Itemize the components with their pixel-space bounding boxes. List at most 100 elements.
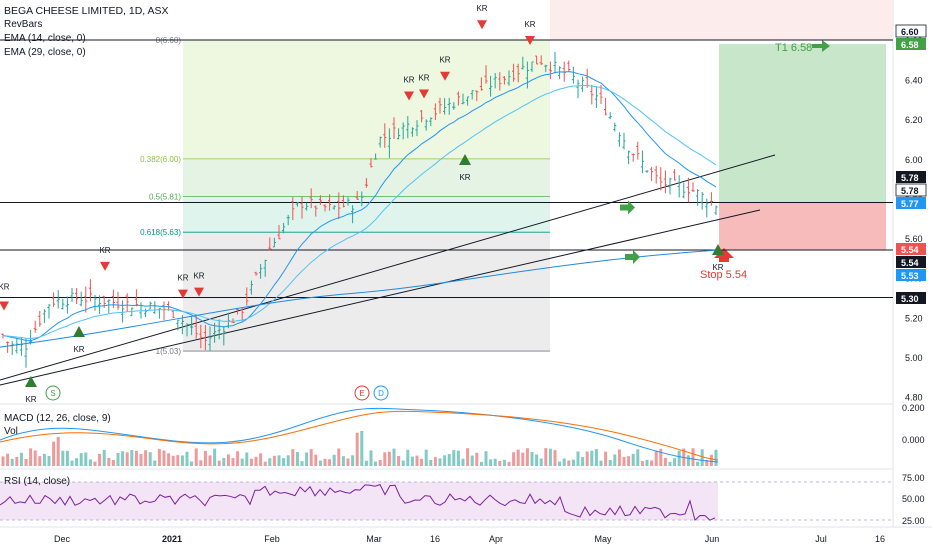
rsi-band: [0, 482, 718, 520]
volume-bar: [208, 455, 212, 466]
sell-marker: [178, 289, 188, 299]
rsi-line: [0, 483, 716, 522]
volume-bar: [88, 459, 92, 466]
volume-bar: [176, 455, 180, 466]
volume-bar: [93, 461, 97, 466]
volume-bar: [535, 454, 539, 466]
fib-zone: [183, 196, 550, 233]
volume-bar: [107, 457, 111, 466]
event-badge: [354, 385, 370, 401]
volume-bar: [521, 452, 525, 466]
volume-bar: [337, 448, 341, 466]
macd-axis-label: 0.200: [902, 403, 925, 413]
volume-bar: [673, 458, 677, 466]
time-tick-label: Apr: [489, 534, 503, 544]
event-badge-label: E: [359, 389, 364, 398]
volume-bar: [295, 452, 299, 466]
volume-bar: [148, 452, 152, 466]
fib-level-label: 1(5.03): [156, 347, 182, 356]
volume-bar: [52, 441, 56, 466]
volume-bar: [576, 451, 580, 466]
chart-legend: BEGA CHEESE LIMITED, 1D, ASX RevBars EMA…: [4, 4, 169, 60]
volume-bar: [691, 448, 695, 466]
volume-bar: [38, 456, 42, 466]
volume-bar: [397, 455, 401, 466]
sell-marker-label: KR: [524, 20, 535, 29]
volume-bar: [309, 449, 313, 466]
price-tag-label: 5.78: [901, 186, 919, 196]
volume-bar: [323, 458, 327, 466]
volume-bar: [452, 450, 456, 466]
ema-14-line: [2, 71, 717, 342]
volume-bar: [263, 461, 267, 466]
volume-bar: [429, 460, 433, 466]
volume-bar: [65, 450, 69, 466]
sell-marker-label: KR: [0, 283, 10, 292]
volume-bar: [585, 451, 589, 466]
volume-bar: [291, 449, 295, 466]
volume-bar: [489, 459, 493, 466]
price-tag-bg: [895, 183, 927, 197]
price-tag-bg: [896, 38, 926, 50]
volume-bar: [700, 449, 704, 466]
volume-bar: [622, 456, 626, 466]
event-badge: [45, 385, 61, 401]
volume-bar: [424, 449, 428, 466]
volume-bar: [226, 454, 230, 466]
volume-bar: [341, 456, 345, 466]
volume-bar: [162, 450, 166, 466]
volume-bar: [139, 454, 143, 466]
volume-bar: [351, 455, 355, 466]
buy-marker-label: KR: [712, 263, 723, 272]
volume-bar: [346, 458, 350, 466]
volume-bar: [360, 430, 364, 466]
target-arrow: [812, 39, 830, 52]
event-badge: [373, 385, 389, 401]
volume-bar: [286, 455, 290, 466]
volume-bar: [314, 454, 318, 466]
sell-marker: [477, 20, 487, 30]
volume-bar: [116, 453, 120, 466]
price-tag-label: 6.58: [901, 40, 919, 50]
price-tag-label: 5.30: [901, 294, 919, 304]
time-tick-label: 2021: [162, 534, 182, 544]
volume-bar: [567, 460, 571, 466]
volume-bar: [604, 451, 608, 466]
volume-bar: [1, 456, 5, 466]
price-tick-label: 5.20: [905, 313, 923, 323]
volume-bar: [6, 453, 10, 466]
sell-marker-label: KR: [439, 56, 450, 65]
price-tag-bg: [896, 256, 926, 268]
signal-arrow: [620, 200, 635, 215]
volume-bar: [203, 450, 207, 466]
price-tag-bg: [896, 292, 926, 304]
rsi-label: RSI (14, close): [4, 476, 71, 487]
volume-bar: [714, 449, 718, 466]
volume-bar: [102, 449, 106, 466]
price-tag-bg: [896, 197, 926, 209]
sell-marker-label: KR: [99, 246, 110, 255]
volume-bar: [42, 453, 46, 466]
time-tick-label: May: [594, 534, 612, 544]
volume-bar: [199, 460, 203, 466]
volume-bar: [636, 449, 640, 466]
volume-bar: [479, 461, 483, 466]
volume-bar: [19, 452, 23, 466]
price-tag-bg: [896, 171, 926, 183]
volume-bar: [475, 452, 479, 466]
price-tick-label: 6.00: [905, 155, 923, 165]
volume-bar: [544, 448, 548, 466]
price-tag-label: 5.54: [901, 258, 919, 268]
volume-bar: [194, 448, 198, 466]
time-tick-label: Jun: [705, 534, 720, 544]
volume-bar: [466, 448, 470, 466]
volume-bar: [433, 457, 437, 466]
volume-bar: [24, 458, 28, 466]
volume-bar: [530, 451, 534, 466]
volume-bar: [259, 453, 263, 466]
volume-bar: [231, 458, 235, 466]
buy-marker-label: KR: [73, 345, 84, 354]
volume-bar: [383, 452, 387, 466]
indicator-ema29: EMA (29, close, 0): [4, 47, 86, 58]
